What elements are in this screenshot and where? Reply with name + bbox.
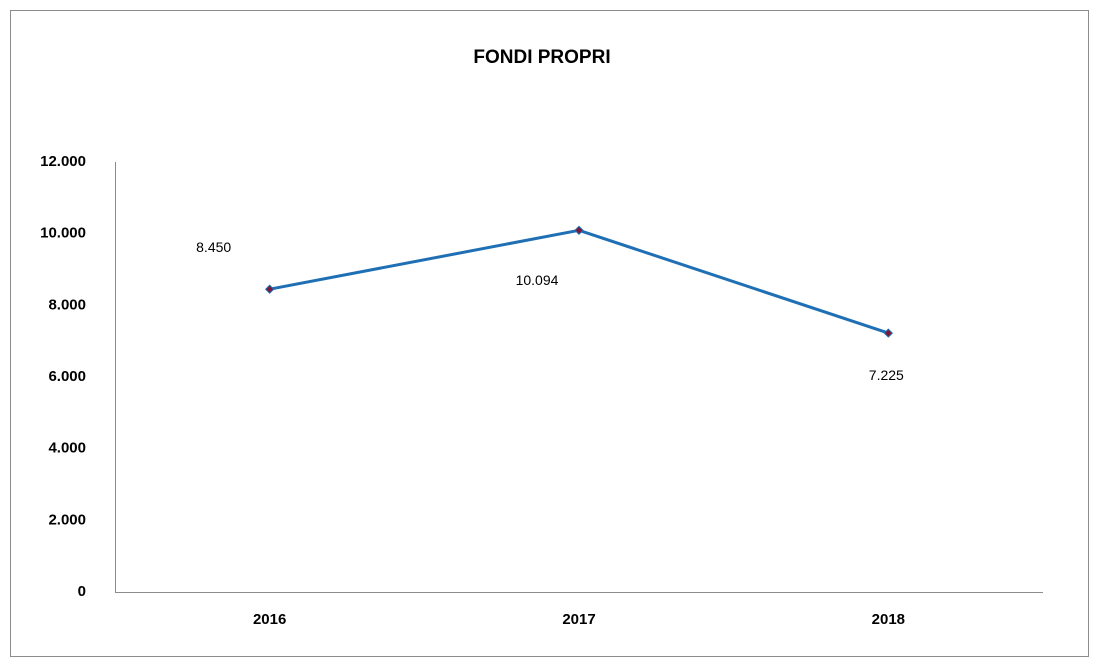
y-tick-label: 12.000 [40, 153, 86, 170]
chart-border [10, 10, 1089, 657]
chart-title: FONDI PROPRI [473, 47, 610, 68]
data-label: 8.450 [196, 239, 231, 255]
y-tick-label: 8.000 [48, 296, 86, 313]
y-tick-label: 10.000 [40, 225, 86, 242]
x-tick-label: 2018 [872, 611, 905, 628]
marker [574, 225, 584, 236]
marker [264, 284, 275, 294]
marker [883, 328, 894, 338]
y-tick-label: 0 [78, 583, 86, 600]
y-tick-label: 4.000 [48, 440, 86, 457]
y-tick-label: 6.000 [48, 368, 86, 385]
data-label: 10.094 [516, 272, 559, 288]
x-tick-label: 2016 [253, 611, 286, 628]
y-tick-label: 2.000 [48, 511, 86, 528]
data-label: 7.225 [869, 367, 904, 383]
x-tick-label: 2017 [562, 611, 595, 628]
